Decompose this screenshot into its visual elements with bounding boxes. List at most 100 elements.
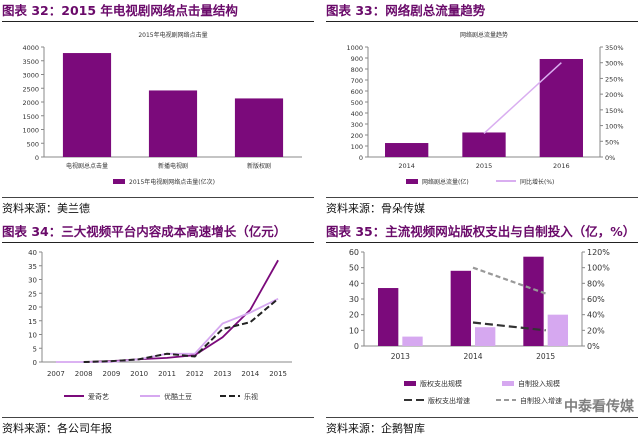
chart-32-legend-swatch (113, 179, 125, 184)
figure-33-source: 资料来源：骨朵传媒 (326, 202, 425, 215)
chart-35-legend-self-growth-label: 自制投入增速 (520, 396, 562, 405)
chart-34-legend-iqiyi-label: 爱奇艺 (88, 392, 109, 401)
figure-34-chart: 0 5 10 15 20 25 30 35 40 2007 2008 2009 2010 2011 2012… (28, 249, 292, 401)
chart-33-x-label: 2015 (476, 162, 493, 170)
figure-32-bottom-rule (2, 197, 314, 198)
watermark: 中泰看传媒 (564, 399, 634, 415)
figure-33-chart: 网络剧总流量趋势 0 100 200 300 400 500 600 700 800 900 1000… (346, 31, 624, 186)
figure-35-title: 图表 35：主流视频网站版权支出与自制投入（亿，%） (326, 224, 636, 239)
figure-34-top-rule (2, 242, 314, 243)
figure-33-panel: 图表 33：网络剧总流量趋势 网络剧总流量趋势 0 100 200 300 400 500 6… (326, 0, 638, 218)
chart-33-legend-flow-swatch (406, 179, 418, 184)
chart-34-x-label: 2012 (186, 370, 204, 378)
chart-35-bar-self (475, 327, 496, 346)
chart-35-left-tick-label: 60 (349, 248, 359, 257)
chart-35-legend-copyright-growth-label: 版权支出增速 (428, 396, 470, 405)
chart-33-legend-growth-label: 同比增长(%) (520, 178, 554, 186)
figure-32-top-rule (2, 21, 314, 22)
chart-32-bar (62, 53, 112, 157)
chart-33-right-tick-label: 250% (605, 75, 624, 83)
chart-32-left-tick-label: 2500 (22, 85, 39, 93)
chart-32-left-tick-label: 2000 (22, 99, 39, 107)
chart-32-legend-label: 2015年电视剧网络点击量(亿次) (129, 178, 215, 186)
chart-34-legend-youku-label: 优酷土豆 (164, 392, 192, 401)
chart-33-left-tick-label: 600 (351, 88, 363, 96)
chart-33-bar (539, 58, 583, 157)
chart-33-left-tick-label: 1000 (346, 44, 363, 52)
figure-32-title: 图表 32：2015 年电视剧网络点击量结构 (2, 3, 238, 18)
chart-33-right-tick-label: 50% (605, 138, 619, 146)
chart-33-right-tick-label: 300% (605, 60, 624, 68)
chart-34-left-tick-label: 30 (28, 277, 37, 285)
figure-35-chart: 0 10 20 30 40 50 60 0% 20% 40% 60% 80% 100% 120% 2013 2… (349, 248, 610, 405)
chart-35-right-tick-label: 0% (587, 342, 600, 351)
chart-34-series-line (55, 297, 279, 363)
chart-33-left-tick-label: 700 (351, 77, 363, 85)
chart-35-legend-self-swatch (502, 381, 514, 386)
chart-34-x-label: 2010 (130, 370, 148, 378)
chart-34-left-tick-label: 25 (28, 290, 37, 298)
chart-34-legend-letv-label: 乐视 (244, 392, 258, 401)
chart-35-right-tick-label: 20% (587, 326, 605, 335)
figure-34-title: 图表 34：三大视频平台内容成本高速增长（亿元） (2, 224, 287, 239)
chart-34-series-line (83, 297, 279, 363)
figure-32-source: 资料来源：美兰德 (2, 202, 90, 215)
chart-34-x-label: 2014 (241, 370, 259, 378)
chart-34-series-line (83, 259, 279, 363)
chart-35-x-label: 2015 (536, 352, 555, 361)
chart-34-x-label: 2007 (47, 370, 65, 378)
chart-33-right-tick-label: 0% (605, 154, 615, 162)
chart-34-left-tick-label: 15 (28, 318, 37, 326)
chart-35-left-tick-label: 30 (349, 295, 359, 304)
figure-34-source: 资料来源：各公司年报 (2, 422, 112, 435)
figure-35-bottom-rule (326, 417, 638, 418)
figure-32-panel: 图表 32：2015 年电视剧网络点击量结构 2015年电视剧网络点击量 0 500… (2, 0, 314, 218)
chart-33-legend-flow-label: 网络剧总流量(亿) (422, 178, 469, 186)
chart-35-right-tick-label: 40% (587, 311, 605, 320)
chart-34-x-label: 2009 (103, 370, 121, 378)
chart-35-left-tick-label: 40 (349, 279, 359, 288)
chart-34-left-tick-label: 20 (28, 304, 37, 312)
chart-33-left-tick-label: 0 (359, 154, 363, 162)
chart-34-left-tick-label: 5 (33, 345, 37, 353)
chart-35-x-label: 2013 (391, 352, 410, 361)
chart-32-bar (234, 98, 284, 157)
figure-32-chart: 2015年电视剧网络点击量 0 500 1000 1500 2000 2500 3000 350… (22, 31, 302, 186)
chart-35-bar-self (547, 314, 569, 346)
chart-35-right-tick-label: 60% (587, 295, 605, 304)
chart-35-right-tick-label: 120% (587, 248, 610, 257)
chart-32-bar (148, 90, 198, 157)
chart-35-left-tick-label: 50 (349, 264, 359, 273)
chart-35-bar-copyright (523, 256, 544, 346)
chart-33-bar (385, 143, 429, 157)
chart-35-bar-copyright (377, 288, 399, 346)
chart-35-left-tick-label: 20 (349, 311, 359, 320)
chart-35-bar-self (402, 336, 423, 346)
chart-35-left-tick-label: 0 (354, 342, 359, 351)
chart-32-left-tick-label: 3000 (22, 72, 39, 80)
chart-33-left-tick-label: 200 (351, 132, 363, 140)
chart-33-bar (462, 132, 506, 157)
chart-33-left-tick-label: 500 (351, 99, 363, 107)
chart-35-legend-self-label: 自制投入规模 (518, 379, 560, 388)
chart-32-left-tick-label: 500 (27, 140, 39, 148)
chart-34-left-tick-label: 40 (28, 249, 37, 257)
chart-35-legend-copyright-swatch (404, 381, 416, 386)
chart-35-right-tick-label: 100% (587, 264, 610, 273)
chart-33-left-tick-label: 400 (351, 110, 363, 118)
chart-33-left-tick-label: 300 (351, 121, 363, 129)
chart-32-left-tick-label: 1000 (22, 127, 39, 135)
chart-34-left-tick-label: 0 (33, 359, 37, 367)
chart-35-x-label: 2014 (463, 352, 482, 361)
chart-35-bar-copyright (450, 270, 471, 346)
chart-35-left-tick-label: 10 (349, 326, 359, 335)
figure-35-top-rule (326, 242, 638, 243)
chart-33-left-tick-label: 900 (351, 55, 363, 63)
chart-32-left-tick-label: 3500 (22, 58, 39, 66)
chart-32-x-label: 电视剧总点击量 (66, 162, 108, 170)
figure-35-source: 资料来源：企鹅智库 (326, 422, 425, 435)
chart-34-left-tick-label: 35 (28, 263, 37, 271)
figure-33-top-rule (326, 21, 638, 22)
chart-32-title: 2015年电视剧网络点击量 (138, 31, 207, 39)
chart-34-x-label: 2011 (158, 370, 176, 378)
